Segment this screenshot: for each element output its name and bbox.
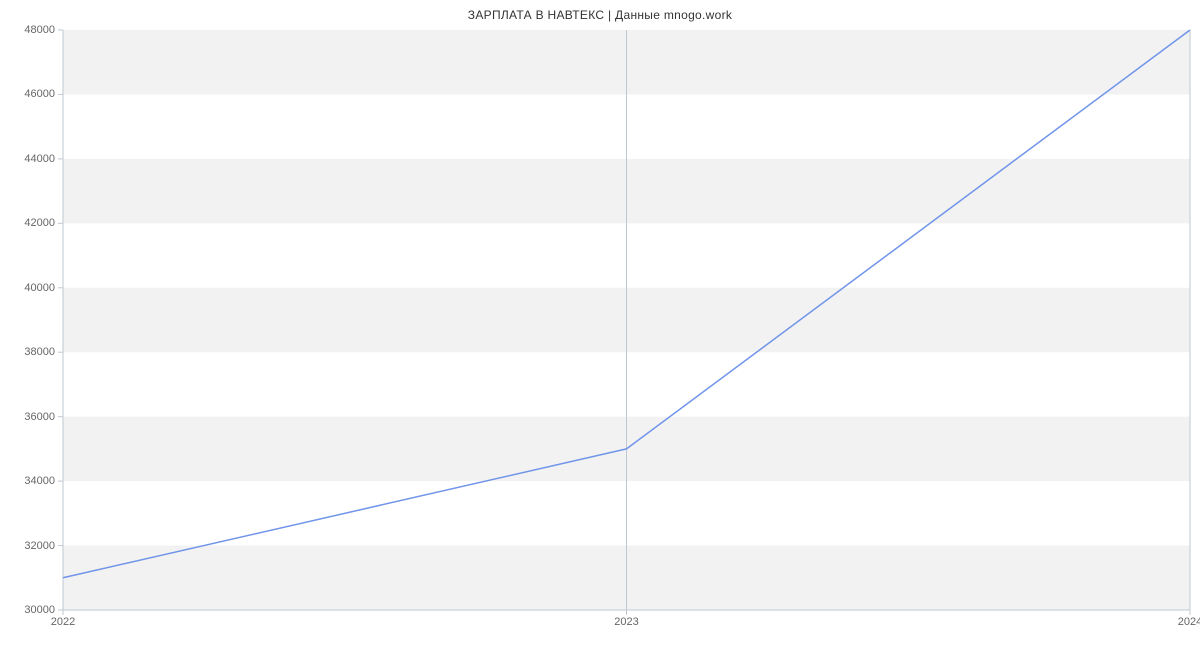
y-tick-label: 44000 <box>24 153 55 165</box>
x-tick-label: 2024 <box>1178 616 1200 628</box>
y-tick-label: 32000 <box>24 540 55 552</box>
y-tick-label: 36000 <box>24 411 55 423</box>
y-tick-label: 42000 <box>24 217 55 229</box>
y-tick-label: 48000 <box>24 24 55 36</box>
y-tick-label: 30000 <box>24 604 55 616</box>
salary-line-chart: ЗАРПЛАТА В НАВТЕКС | Данные mnogo.work 3… <box>0 0 1200 650</box>
plot-area: 3000032000340003600038000400004200044000… <box>63 30 1190 610</box>
y-tick-label: 40000 <box>24 282 55 294</box>
x-tick-label: 2023 <box>614 616 638 628</box>
y-tick-label: 38000 <box>24 346 55 358</box>
x-tick-label: 2022 <box>51 616 75 628</box>
chart-title: ЗАРПЛАТА В НАВТЕКС | Данные mnogo.work <box>0 8 1200 22</box>
y-tick-label: 34000 <box>24 475 55 487</box>
y-tick-label: 46000 <box>24 88 55 100</box>
